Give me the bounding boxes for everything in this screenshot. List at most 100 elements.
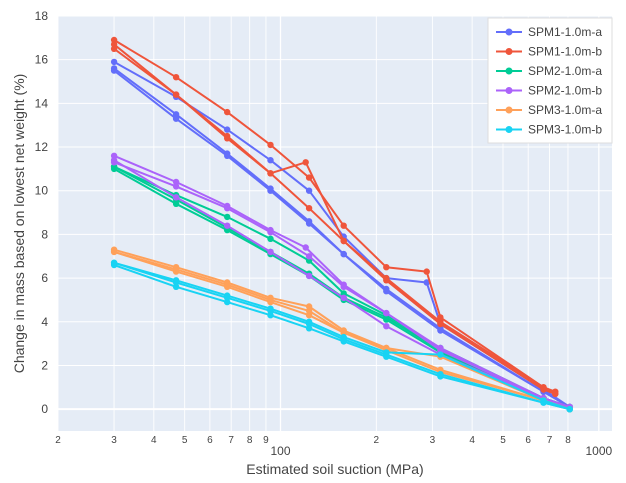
- data-point: [267, 157, 274, 164]
- data-point: [552, 390, 559, 398]
- series-layer: [110, 36, 573, 413]
- y-tick-label: 4: [41, 315, 48, 329]
- data-point: [383, 277, 390, 284]
- data-point: [383, 323, 390, 330]
- data-point: [423, 279, 430, 286]
- legend-label: SPM2-1.0m-a: [528, 64, 602, 78]
- legend-item[interactable]: SPM3-1.0m-a: [496, 103, 602, 117]
- legend-box: [487, 17, 613, 144]
- data-point: [437, 320, 444, 328]
- data-point: [437, 327, 444, 334]
- y-tick-label: 2: [41, 358, 48, 372]
- y-tick-label: 10: [35, 184, 49, 198]
- legend-swatch-marker: [505, 28, 513, 36]
- data-point: [267, 229, 274, 236]
- x-tick-label: 3: [111, 435, 117, 446]
- data-point: [110, 45, 118, 52]
- x-tick-label: 4: [151, 435, 157, 446]
- y-tick-label: 8: [41, 227, 48, 241]
- x-tick-label: 6: [207, 435, 213, 446]
- data-point: [267, 235, 274, 242]
- legend-item[interactable]: SPM1-1.0m-a: [496, 25, 602, 39]
- legend-item[interactable]: SPM2-1.0m-a: [496, 64, 602, 78]
- x-tick-label: 6: [525, 435, 531, 446]
- x-tick-label: 2: [55, 435, 61, 446]
- data-point: [302, 159, 309, 166]
- data-point: [172, 74, 180, 81]
- data-point: [224, 213, 231, 221]
- series-line: [113, 261, 570, 411]
- x-tick-label: 7: [547, 435, 553, 446]
- data-point: [172, 183, 180, 190]
- x-tick-label: 4: [469, 435, 475, 446]
- legend-label: SPM1-1.0m-b: [528, 45, 602, 59]
- data-point: [172, 266, 180, 273]
- y-tick-label: 12: [35, 140, 49, 154]
- series-line: [113, 248, 571, 411]
- data-point: [383, 309, 390, 317]
- series-line: [113, 47, 556, 395]
- data-point: [110, 159, 118, 166]
- data-point: [110, 67, 118, 74]
- data-point: [224, 281, 231, 288]
- legend-swatch-marker: [505, 48, 513, 55]
- legend-item[interactable]: SPM3-1.0m-b: [496, 123, 602, 137]
- x-tick-label: 5: [500, 435, 506, 446]
- data-point: [224, 126, 231, 133]
- data-point: [340, 250, 347, 258]
- data-point: [110, 248, 118, 256]
- y-tick-label: 14: [35, 96, 49, 110]
- x-tick-label: 7: [228, 435, 234, 446]
- legend-swatch-marker: [505, 126, 513, 133]
- series-line: [113, 261, 571, 411]
- data-point: [224, 205, 231, 212]
- data-point: [383, 344, 390, 352]
- series-line: [113, 159, 571, 408]
- data-point: [305, 174, 313, 181]
- y-tick-label: 18: [35, 9, 49, 23]
- y-axis-ticks: 0 2 4 6 8 10 12 14 16 18: [35, 9, 49, 416]
- y-axis-title: Change in mass based on lowest net weigh…: [11, 74, 27, 374]
- data-point: [437, 314, 444, 321]
- data-point: [340, 237, 347, 245]
- x-tick-label: 8: [565, 435, 571, 446]
- data-point: [172, 200, 180, 207]
- series-line: [113, 250, 571, 411]
- legend-swatch-marker: [505, 106, 513, 114]
- data-point: [172, 178, 180, 186]
- data-point: [224, 222, 231, 229]
- data-point: [110, 152, 118, 159]
- data-point: [437, 351, 444, 358]
- data-point: [267, 248, 274, 256]
- data-point: [224, 135, 231, 142]
- data-point: [224, 294, 231, 301]
- legend[interactable]: SPM1-1.0m-a SPM1-1.0m-b SPM2-1.0m-a SPM2-1.…: [487, 17, 613, 144]
- data-point: [566, 406, 573, 413]
- data-point: [224, 152, 231, 159]
- series-line: [113, 161, 571, 408]
- y-tick-label: 16: [35, 53, 49, 67]
- legend-item[interactable]: SPM1-1.0m-b: [496, 45, 602, 59]
- data-point: [172, 279, 180, 286]
- data-point: [423, 268, 430, 275]
- data-point: [110, 58, 118, 66]
- data-point: [305, 220, 313, 227]
- data-point: [305, 253, 313, 260]
- x-axis-title: Estimated soil suction (MPa): [246, 461, 423, 477]
- legend-label: SPM2-1.0m-b: [528, 84, 602, 98]
- data-point: [172, 194, 180, 201]
- series-line: [113, 264, 570, 411]
- y-tick-label: 0: [41, 402, 48, 416]
- data-point: [267, 187, 274, 194]
- data-point: [302, 244, 309, 251]
- data-point: [305, 205, 313, 212]
- data-point: [172, 91, 180, 98]
- series-spm1-1-0m-b: [110, 36, 559, 398]
- legend-item[interactable]: SPM2-1.0m-b: [496, 84, 602, 98]
- data-point: [340, 222, 347, 229]
- data-point: [305, 320, 313, 328]
- data-point: [172, 115, 180, 122]
